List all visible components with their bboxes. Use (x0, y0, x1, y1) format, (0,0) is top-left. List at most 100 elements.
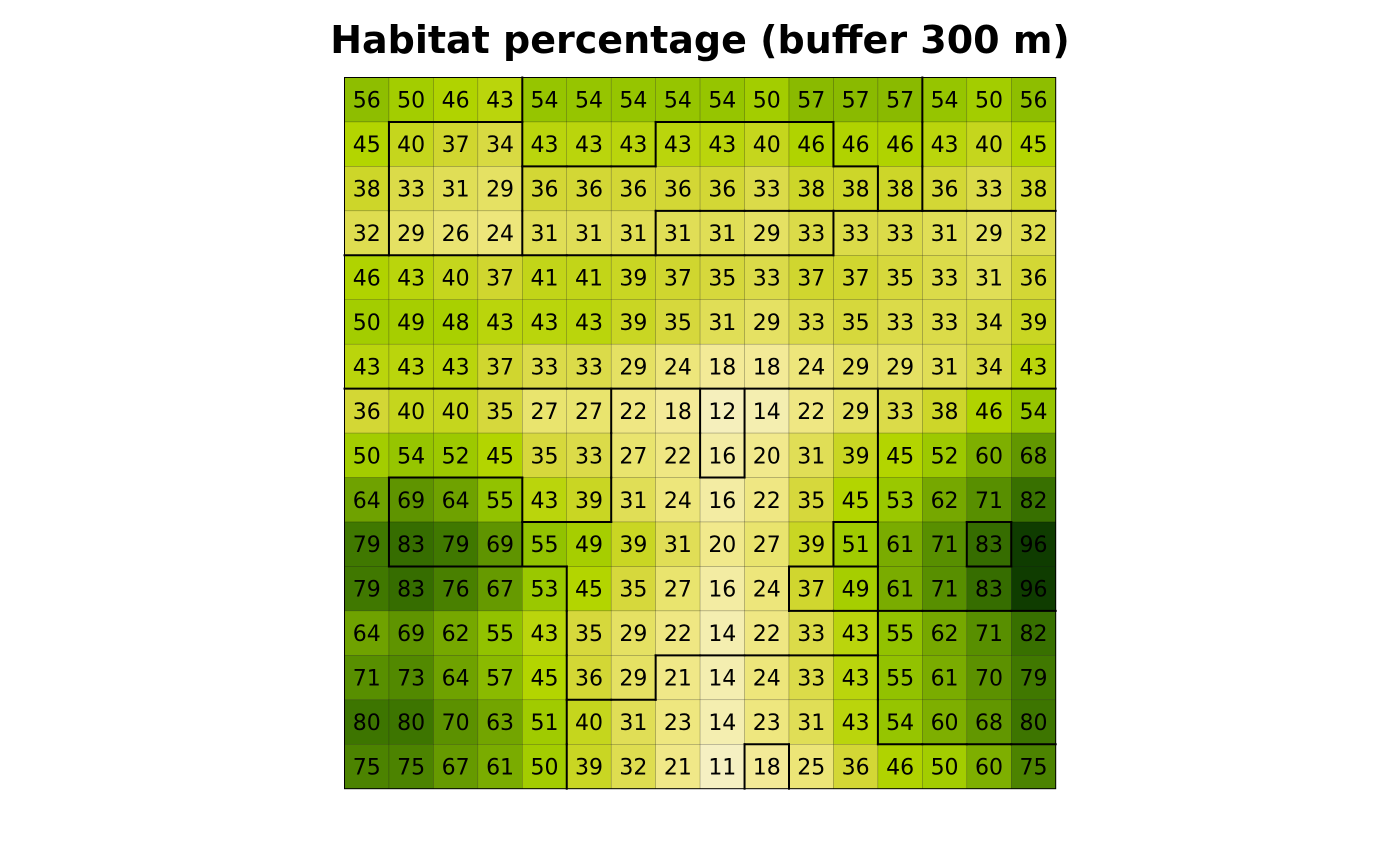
cell-value-label: 33 (531, 355, 559, 380)
cell-value-label: 31 (931, 355, 959, 380)
heatmap-cell (566, 432, 612, 478)
heatmap-cell (922, 255, 968, 301)
heatmap-cell (788, 744, 834, 789)
heatmap-cell (610, 744, 656, 789)
cell-value-label: 55 (531, 533, 559, 558)
cell-value-label: 22 (619, 400, 647, 425)
heatmap-cell (1011, 77, 1056, 123)
heatmap-cell (833, 210, 879, 256)
cell-value-label: 14 (708, 667, 736, 692)
heatmap-cell (699, 432, 745, 478)
cell-value-label: 35 (486, 400, 514, 425)
cell-value-label: 18 (753, 355, 781, 380)
heatmap-cell (566, 166, 612, 212)
cell-value-label: 56 (353, 89, 381, 114)
cell-value-label: 23 (753, 711, 781, 736)
cell-value-label: 53 (531, 578, 559, 603)
heatmap-cell (744, 121, 790, 167)
cell-value-label: 40 (975, 133, 1003, 158)
cell-value-label: 32 (1019, 222, 1047, 247)
heatmap-cell (788, 299, 834, 345)
cell-value-label: 37 (442, 133, 470, 158)
heatmap-cell (477, 255, 523, 301)
cell-value-label: 41 (531, 267, 559, 292)
cell-value-label: 50 (397, 89, 425, 114)
heatmap-cell (566, 699, 612, 745)
cell-value-label: 55 (486, 489, 514, 514)
cell-value-label: 67 (442, 755, 470, 780)
cell-value-label: 40 (442, 267, 470, 292)
cell-value-label: 79 (353, 533, 381, 558)
cell-value-label: 62 (442, 622, 470, 647)
cell-value-label: 70 (975, 667, 1003, 692)
cell-value-label: 46 (842, 133, 870, 158)
cell-value-label: 51 (531, 711, 559, 736)
cell-value-label: 23 (664, 711, 692, 736)
heatmap-cell (610, 343, 656, 389)
cell-value-label: 24 (753, 667, 781, 692)
heatmap-cell (699, 166, 745, 212)
heatmap-cell (566, 299, 612, 345)
heatmap-cell (655, 343, 701, 389)
heatmap-cell (433, 255, 479, 301)
heatmap-cell (388, 121, 434, 167)
cell-value-label: 76 (442, 578, 470, 603)
heatmap-cell (522, 299, 567, 345)
heatmap-cell (788, 343, 834, 389)
cell-value-label: 36 (575, 178, 603, 203)
heatmap-cell (610, 299, 656, 345)
cell-value-label: 83 (975, 578, 1003, 603)
heatmap-cell (477, 744, 523, 789)
heatmap-cell (1011, 521, 1056, 567)
cell-value-label: 45 (531, 667, 559, 692)
cell-value-label: 43 (664, 133, 692, 158)
cell-value-label: 24 (664, 489, 692, 514)
cell-value-label: 43 (531, 133, 559, 158)
cell-value-label: 39 (619, 533, 647, 558)
heatmap-cell (833, 699, 879, 745)
cell-value-label: 71 (975, 622, 1003, 647)
heatmap-cell (522, 255, 567, 301)
cell-value-label: 39 (1019, 311, 1047, 336)
heatmap-cell (922, 432, 968, 478)
heatmap-cell (344, 655, 390, 701)
heatmap-cell (744, 77, 790, 123)
heatmap-cell (833, 744, 879, 789)
cell-value-label: 36 (619, 178, 647, 203)
cell-value-label: 29 (975, 222, 1003, 247)
cell-value-label: 39 (842, 444, 870, 469)
heatmap-cell (610, 210, 656, 256)
cell-value-label: 37 (797, 267, 825, 292)
cell-value-label: 79 (1019, 667, 1047, 692)
heatmap-cell (388, 343, 434, 389)
heatmap-cell (655, 432, 701, 478)
cell-value-label: 80 (1019, 711, 1047, 736)
heatmap-cell (344, 255, 390, 301)
heatmap-cell (655, 77, 701, 123)
cell-value-label: 43 (397, 355, 425, 380)
cell-value-label: 73 (397, 667, 425, 692)
heatmap-cell (966, 166, 1012, 212)
heatmap-cell (433, 210, 479, 256)
cell-value-label: 36 (575, 667, 603, 692)
cell-value-label: 33 (931, 267, 959, 292)
cell-value-label: 29 (753, 311, 781, 336)
heatmap-cell (477, 77, 523, 123)
cell-value-label: 51 (842, 533, 870, 558)
cell-value-label: 29 (486, 178, 514, 203)
cell-value-label: 31 (664, 222, 692, 247)
cell-value-label: 31 (931, 222, 959, 247)
cell-value-label: 40 (753, 133, 781, 158)
cell-value-label: 29 (619, 667, 647, 692)
cell-value-label: 29 (842, 400, 870, 425)
cell-value-label: 43 (397, 267, 425, 292)
heatmap-cell (833, 566, 879, 612)
heatmap-cell (655, 610, 701, 656)
cell-value-label: 50 (975, 89, 1003, 114)
plot-frame (344, 77, 1057, 790)
heatmap-cell (522, 388, 567, 434)
heatmap-cell (522, 166, 567, 212)
heatmap-cell (433, 566, 479, 612)
heatmap-cell (966, 388, 1012, 434)
